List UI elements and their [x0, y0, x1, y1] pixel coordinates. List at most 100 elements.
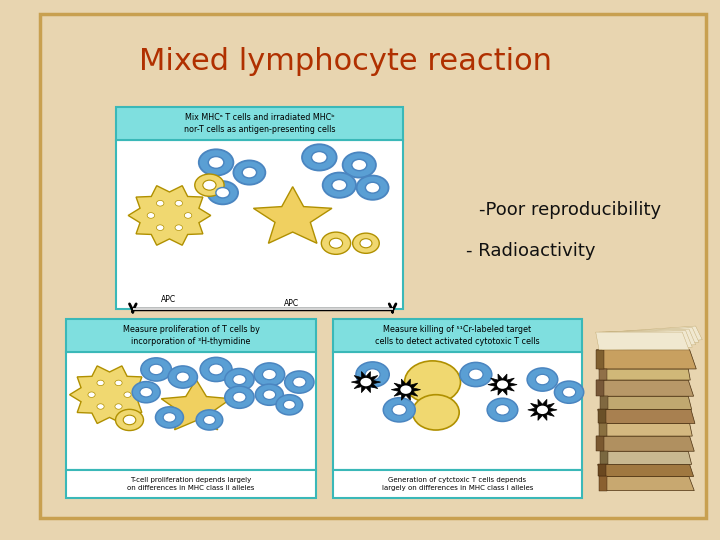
FancyBboxPatch shape: [599, 476, 607, 491]
Text: Measure killing of ⁵¹Cr-labeled target
cells to detect activated cytotoxic T cel: Measure killing of ⁵¹Cr-labeled target c…: [375, 325, 540, 346]
Circle shape: [356, 362, 390, 387]
Circle shape: [356, 176, 389, 200]
Circle shape: [392, 404, 406, 415]
Polygon shape: [488, 374, 517, 395]
Circle shape: [413, 395, 459, 430]
Circle shape: [147, 213, 155, 218]
Circle shape: [123, 415, 136, 425]
Polygon shape: [528, 399, 557, 421]
Text: APC: APC: [161, 295, 176, 304]
FancyBboxPatch shape: [600, 396, 608, 409]
Polygon shape: [596, 436, 694, 451]
Polygon shape: [603, 329, 696, 350]
FancyBboxPatch shape: [116, 107, 402, 140]
Polygon shape: [351, 372, 381, 393]
Polygon shape: [253, 187, 332, 244]
Circle shape: [115, 380, 122, 386]
Circle shape: [97, 380, 104, 386]
Circle shape: [400, 386, 411, 394]
Circle shape: [141, 358, 171, 381]
Circle shape: [312, 152, 327, 163]
Circle shape: [256, 384, 284, 406]
Polygon shape: [606, 328, 699, 350]
FancyBboxPatch shape: [599, 369, 607, 380]
Polygon shape: [596, 380, 693, 396]
Circle shape: [527, 368, 558, 391]
Polygon shape: [598, 409, 695, 423]
FancyBboxPatch shape: [333, 352, 582, 470]
Circle shape: [163, 413, 176, 422]
Circle shape: [284, 400, 295, 409]
Text: Mixed lymphocyte reaction: Mixed lymphocyte reaction: [140, 47, 552, 76]
Circle shape: [365, 369, 380, 380]
Circle shape: [156, 407, 184, 428]
Circle shape: [352, 159, 366, 171]
Circle shape: [276, 395, 302, 415]
Circle shape: [196, 410, 222, 430]
Circle shape: [562, 387, 576, 397]
Circle shape: [263, 390, 276, 400]
Circle shape: [329, 238, 343, 248]
Text: Measure proliferation of T cells by
incorporation of ³H-thymidine: Measure proliferation of T cells by inco…: [122, 325, 259, 346]
Circle shape: [140, 387, 153, 397]
Circle shape: [554, 381, 584, 403]
Circle shape: [176, 372, 189, 382]
Circle shape: [405, 361, 461, 403]
Circle shape: [97, 404, 104, 409]
Circle shape: [469, 369, 483, 380]
Circle shape: [156, 200, 164, 206]
Circle shape: [225, 368, 254, 390]
Circle shape: [343, 152, 376, 178]
Circle shape: [302, 144, 337, 171]
Circle shape: [124, 392, 131, 397]
Circle shape: [88, 392, 95, 397]
Polygon shape: [596, 350, 696, 369]
Circle shape: [537, 406, 548, 414]
FancyBboxPatch shape: [116, 140, 402, 309]
Polygon shape: [70, 366, 150, 423]
Circle shape: [204, 415, 215, 424]
Polygon shape: [161, 380, 231, 430]
Circle shape: [536, 374, 549, 385]
Polygon shape: [128, 186, 211, 245]
Circle shape: [208, 157, 224, 168]
FancyBboxPatch shape: [596, 380, 604, 396]
Circle shape: [487, 398, 518, 421]
FancyBboxPatch shape: [599, 423, 607, 436]
Circle shape: [332, 179, 347, 191]
Circle shape: [115, 409, 143, 430]
FancyBboxPatch shape: [333, 319, 582, 352]
Circle shape: [254, 363, 284, 386]
Polygon shape: [391, 379, 420, 400]
Polygon shape: [598, 464, 693, 476]
Circle shape: [149, 364, 163, 375]
Circle shape: [200, 357, 232, 382]
Polygon shape: [599, 423, 693, 436]
Polygon shape: [595, 332, 689, 350]
Circle shape: [263, 369, 276, 380]
Circle shape: [233, 392, 246, 402]
FancyBboxPatch shape: [66, 352, 316, 470]
Polygon shape: [599, 476, 694, 491]
Circle shape: [360, 239, 372, 248]
Text: T-cell proliferation depends largely
on differences in MHC class II alleles: T-cell proliferation depends largely on …: [127, 477, 255, 491]
Circle shape: [366, 182, 379, 193]
Circle shape: [207, 181, 238, 204]
Circle shape: [209, 364, 223, 375]
Circle shape: [495, 404, 509, 415]
Circle shape: [225, 386, 254, 408]
FancyBboxPatch shape: [66, 319, 316, 352]
Text: Mix MHCᵃ T cells and irradiated MHCᵇ
nor-T cells as antigen-presenting cells: Mix MHCᵃ T cells and irradiated MHCᵇ nor…: [184, 113, 335, 134]
Circle shape: [175, 225, 182, 231]
FancyBboxPatch shape: [598, 464, 606, 476]
Text: Generation of cytctoxic T cells depends
largely on differences in MHC class I al: Generation of cytctoxic T cells depends …: [382, 477, 534, 491]
Circle shape: [168, 366, 197, 388]
Circle shape: [233, 375, 246, 384]
Text: APC: APC: [284, 299, 299, 308]
Circle shape: [353, 233, 379, 253]
Circle shape: [195, 174, 224, 196]
FancyBboxPatch shape: [596, 436, 604, 451]
Circle shape: [132, 382, 160, 403]
FancyBboxPatch shape: [596, 350, 604, 369]
Circle shape: [321, 232, 351, 254]
